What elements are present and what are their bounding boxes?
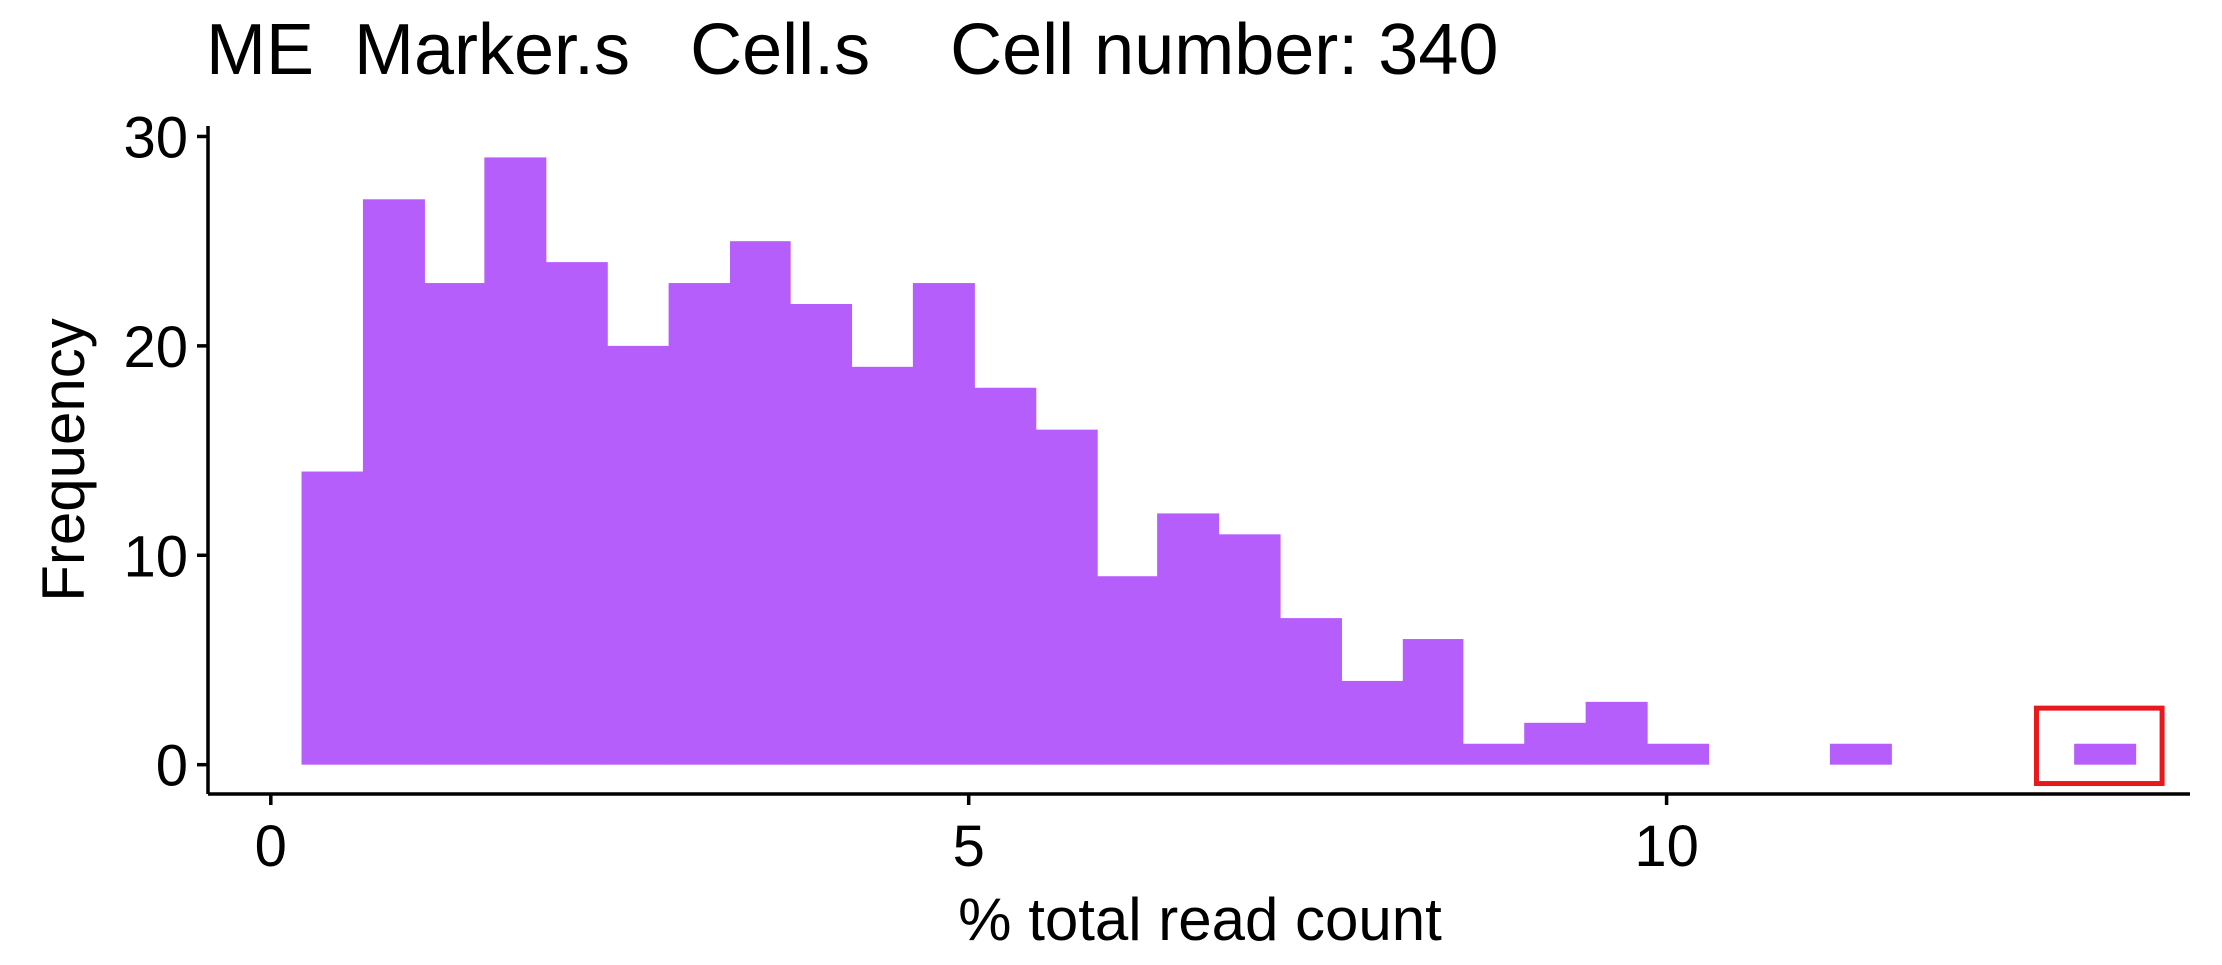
histogram-bar — [607, 345, 670, 765]
histogram-bar — [1402, 639, 1464, 765]
histogram-bar — [1462, 743, 1525, 765]
histogram-bar — [301, 471, 364, 765]
y-tick-label: 0 — [156, 734, 188, 799]
histogram-bar — [790, 303, 853, 765]
histogram-bar — [362, 199, 425, 765]
histogram-bar — [730, 241, 791, 765]
histogram-bar — [1279, 618, 1342, 765]
histogram-bar — [484, 157, 547, 765]
histogram-bar — [2074, 743, 2137, 765]
histogram-bar — [424, 283, 485, 765]
highlight-box — [2033, 705, 2165, 787]
histogram-bar — [1585, 701, 1648, 765]
chart-title: ME Marker.s Cell.s Cell number: 340 — [206, 10, 1498, 90]
histogram-bar — [912, 283, 975, 765]
y-tick-label: 20 — [123, 315, 188, 380]
histogram-bar — [545, 262, 608, 765]
axes-group: 0 10 20 30 0 5 10 — [123, 105, 2190, 879]
bars-group — [301, 157, 2137, 765]
y-tick-label: 30 — [123, 105, 188, 170]
histogram-bar — [1829, 743, 1892, 765]
histogram-bar — [1097, 576, 1158, 765]
histogram-bar — [1341, 680, 1404, 765]
x-tick-label: 5 — [953, 814, 985, 879]
histogram-bar — [668, 283, 731, 765]
y-axis-label: Frequency — [30, 318, 97, 601]
histogram-bar — [974, 387, 1037, 765]
histogram-bar — [1218, 534, 1281, 765]
y-tick-label: 10 — [123, 524, 188, 589]
histogram-bar — [1647, 743, 1710, 765]
histogram-bar — [1524, 722, 1587, 765]
histogram-bar — [1157, 513, 1220, 765]
annotation-group — [2033, 705, 2165, 787]
x-tick-label: 10 — [1634, 814, 1699, 879]
histogram-bar — [1035, 429, 1098, 765]
x-tick-label: 0 — [255, 814, 287, 879]
x-axis-label: % total read count — [958, 886, 1442, 953]
histogram-bar — [851, 366, 914, 765]
